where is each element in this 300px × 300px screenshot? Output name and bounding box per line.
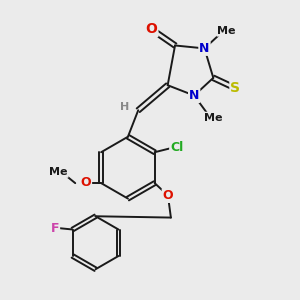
Text: Me: Me xyxy=(217,26,236,36)
Text: N: N xyxy=(189,89,200,102)
Text: O: O xyxy=(80,176,91,189)
Text: O: O xyxy=(146,22,158,36)
Text: Me: Me xyxy=(49,167,68,177)
Text: S: S xyxy=(230,81,240,95)
Text: Cl: Cl xyxy=(170,141,183,154)
Text: H: H xyxy=(120,102,130,112)
Text: F: F xyxy=(51,221,59,235)
Text: Me: Me xyxy=(204,112,223,123)
Text: N: N xyxy=(199,42,210,55)
Text: O: O xyxy=(163,189,173,202)
